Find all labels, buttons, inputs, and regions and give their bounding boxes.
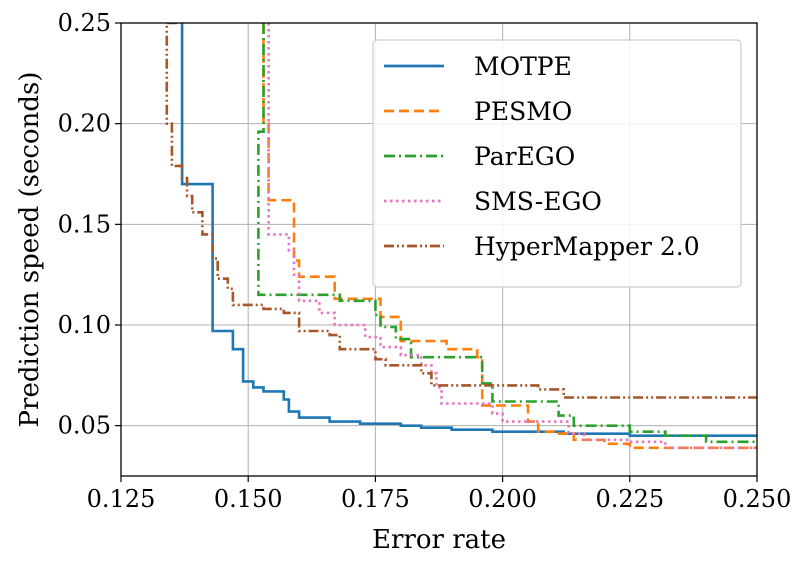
y-tick-label: 0.20 xyxy=(58,110,111,138)
legend-box xyxy=(372,39,742,288)
legend-label-pesmo: PESMO xyxy=(474,97,572,126)
series-layer xyxy=(165,23,757,450)
y-axis-label: Prediction speed (seconds) xyxy=(15,72,45,428)
x-tick-label: 0.150 xyxy=(214,485,283,513)
y-tick-label: 0.25 xyxy=(58,9,111,37)
x-tick-label: 0.200 xyxy=(468,485,537,513)
legend-label-hypermapper-2-0: HyperMapper 2.0 xyxy=(474,232,700,261)
series-line-hypermapper-2-0 xyxy=(165,23,757,399)
legend-label-motpe: MOTPE xyxy=(474,52,572,81)
legend-label-parego: ParEGO xyxy=(474,142,575,171)
x-ticks: 0.125 0.150 0.175 0.200 0.225 0.250 xyxy=(87,476,792,513)
x-tick-label: 0.250 xyxy=(723,485,792,513)
series-line-sms-ego xyxy=(267,23,757,450)
y-tick-label: 0.05 xyxy=(58,412,111,440)
series-line-parego xyxy=(257,23,757,444)
x-tick-label: 0.225 xyxy=(595,485,664,513)
x-axis-label: Error rate xyxy=(372,525,506,555)
x-tick-label: 0.125 xyxy=(87,485,156,513)
series-line-pesmo xyxy=(262,23,757,450)
series-line-motpe xyxy=(180,23,757,437)
legend-label-sms-ego: SMS-EGO xyxy=(474,187,602,216)
y-tick-label: 0.15 xyxy=(58,210,111,238)
legend: MOTPE PESMO ParEGO SMS-EGO HyperMapper 2.0 xyxy=(372,39,742,288)
y-tick-label: 0.10 xyxy=(58,311,111,339)
x-tick-label: 0.175 xyxy=(341,485,410,513)
plot-frame xyxy=(120,22,758,477)
y-ticks: 0.05 0.10 0.15 0.20 0.25 xyxy=(58,9,121,440)
